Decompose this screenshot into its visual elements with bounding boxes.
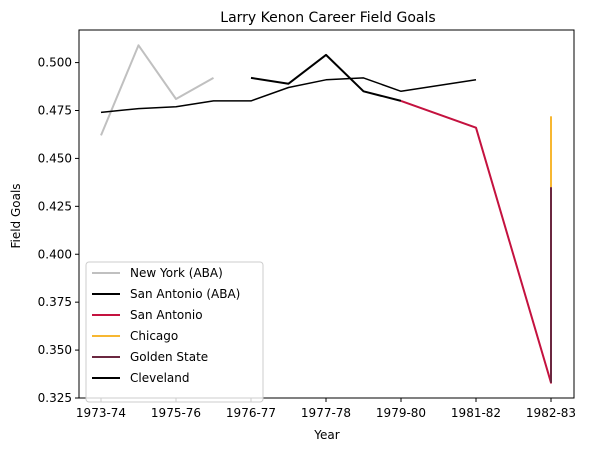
x-tick-label: 1979-80 (376, 406, 426, 420)
x-axis-ticks: 1973-74 1975-76 1976-77 1977-78 1979-80 1981-… (76, 398, 576, 420)
y-tick-label: 0.350 (38, 343, 72, 357)
chart-title: Larry Kenon Career Field Goals (220, 10, 435, 26)
x-axis-label: Year (313, 428, 339, 442)
x-tick-label: 1973-74 (76, 406, 126, 420)
series-line-san-antonio (400, 99, 552, 384)
x-tick-label: 1981-82 (451, 406, 501, 420)
y-tick-label: 0.400 (38, 247, 72, 261)
x-tick-label: 1977-78 (301, 406, 351, 420)
legend: New York (ABA) San Antonio (ABA) San Anton… (85, 261, 264, 403)
series-line-san-antonio-aba (250, 53, 402, 102)
y-tick-label: 0.425 (38, 199, 72, 213)
x-tick-label: 1975-76 (151, 406, 201, 420)
legend-label-chicago: Chicago (130, 329, 178, 343)
y-tick-label: 0.500 (38, 56, 72, 70)
y-tick-label: 0.375 (38, 295, 72, 309)
x-tick-label: 1982-83 (526, 406, 576, 420)
y-tick-label: 0.475 (38, 104, 72, 118)
series-line-cleveland (100, 77, 477, 114)
y-tick-label: 0.450 (38, 151, 72, 165)
x-tick-label: 1976-77 (226, 406, 276, 420)
y-axis-label: Field Goals (9, 183, 23, 248)
legend-label-san-antonio-aba: San Antonio (ABA) (130, 287, 240, 301)
legend-box (85, 261, 264, 403)
y-tick-label: 0.325 (38, 391, 72, 405)
legend-label-cleveland: Cleveland (130, 371, 190, 385)
legend-label-san-antonio: San Antonio (130, 308, 203, 322)
plot-lines (100, 44, 552, 384)
legend-label-golden-state: Golden State (130, 350, 208, 364)
series-line-new-york-aba (100, 44, 214, 136)
y-axis-ticks: 0.325 0.350 0.375 0.400 0.425 0.450 0.475 0.500 (38, 56, 79, 405)
legend-label-new-york-aba: New York (ABA) (130, 266, 223, 280)
